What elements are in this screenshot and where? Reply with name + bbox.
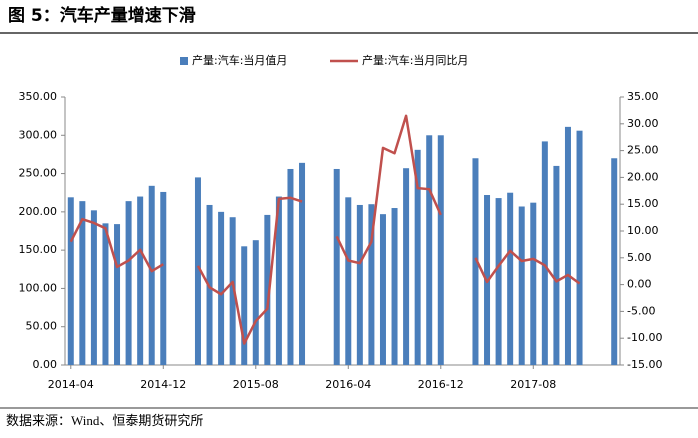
bar bbox=[90, 210, 97, 365]
bar bbox=[379, 214, 386, 365]
bar bbox=[287, 168, 294, 365]
source: 数据来源：Wind、恒泰期货研究所 bbox=[6, 413, 203, 428]
bar bbox=[368, 204, 375, 365]
line bbox=[196, 196, 303, 345]
bar bbox=[218, 211, 225, 365]
x-tick-label: 2014-04 bbox=[48, 378, 94, 391]
bar bbox=[160, 191, 167, 365]
bar bbox=[576, 130, 583, 365]
y-tick-label: 250.00 bbox=[19, 167, 58, 180]
y-tick-label: 150.00 bbox=[19, 243, 58, 256]
y-tick-label: 100.00 bbox=[19, 281, 58, 294]
legend-label: 产量:汽车:当月值月 bbox=[192, 53, 287, 67]
x-tick-label: 2016-12 bbox=[418, 378, 464, 391]
bar bbox=[611, 158, 618, 365]
line bbox=[335, 114, 442, 265]
bar bbox=[148, 185, 155, 365]
y2-tick-label: 25.00 bbox=[627, 144, 659, 157]
y2-tick-label: -10.00 bbox=[627, 331, 662, 344]
bar bbox=[472, 158, 479, 365]
x-tick-label: 2015-08 bbox=[233, 378, 279, 391]
bar bbox=[414, 149, 421, 365]
bar bbox=[264, 214, 271, 365]
x-tick-label: 2016-04 bbox=[325, 378, 371, 391]
bar bbox=[299, 162, 306, 365]
bar bbox=[403, 168, 410, 365]
y2-tick-label: 35.00 bbox=[627, 90, 659, 103]
bar bbox=[495, 198, 502, 365]
bar bbox=[241, 246, 248, 365]
bar bbox=[541, 141, 548, 365]
bar bbox=[114, 224, 121, 365]
bar bbox=[345, 197, 352, 365]
y-tick-label: 200.00 bbox=[19, 205, 58, 218]
bar bbox=[229, 217, 236, 365]
x-tick-label: 2017-08 bbox=[510, 378, 556, 391]
y-tick-label: 0.00 bbox=[33, 358, 58, 371]
y2-tick-label: -15.00 bbox=[627, 358, 662, 371]
y2-tick-label: 5.00 bbox=[627, 251, 652, 264]
bar bbox=[137, 196, 144, 365]
y-tick-label: 50.00 bbox=[26, 320, 58, 333]
y2-tick-label: 10.00 bbox=[627, 224, 659, 237]
y2-tick-label: 30.00 bbox=[627, 117, 659, 130]
bar bbox=[437, 135, 444, 365]
bar bbox=[426, 135, 433, 365]
bar bbox=[391, 208, 398, 365]
legend-swatch bbox=[180, 57, 188, 65]
bar bbox=[518, 206, 525, 365]
bar bbox=[102, 223, 109, 365]
y2-tick-label: -5.00 bbox=[627, 304, 655, 317]
bar bbox=[194, 177, 201, 365]
bar bbox=[553, 165, 560, 365]
line bbox=[69, 217, 164, 273]
y-tick-label: 350.00 bbox=[19, 90, 58, 103]
y2-tick-label: 20.00 bbox=[627, 170, 659, 183]
bar bbox=[125, 201, 132, 365]
line bbox=[474, 249, 581, 285]
chart-title: 图 5：汽车产量增速下滑 bbox=[8, 5, 196, 26]
bar bbox=[564, 126, 571, 365]
bar bbox=[275, 196, 282, 365]
bar bbox=[530, 202, 537, 365]
bar bbox=[356, 204, 363, 365]
y-tick-label: 300.00 bbox=[19, 128, 58, 141]
bar bbox=[67, 197, 74, 365]
y2-tick-label: 0.00 bbox=[627, 278, 652, 291]
y2-tick-label: 15.00 bbox=[627, 197, 659, 210]
legend-label: 产量:汽车:当月同比月 bbox=[362, 53, 468, 67]
bar bbox=[252, 240, 259, 365]
bar bbox=[333, 168, 340, 365]
bar bbox=[79, 201, 86, 365]
bar bbox=[507, 192, 514, 365]
x-tick-label: 2014-12 bbox=[140, 378, 186, 391]
